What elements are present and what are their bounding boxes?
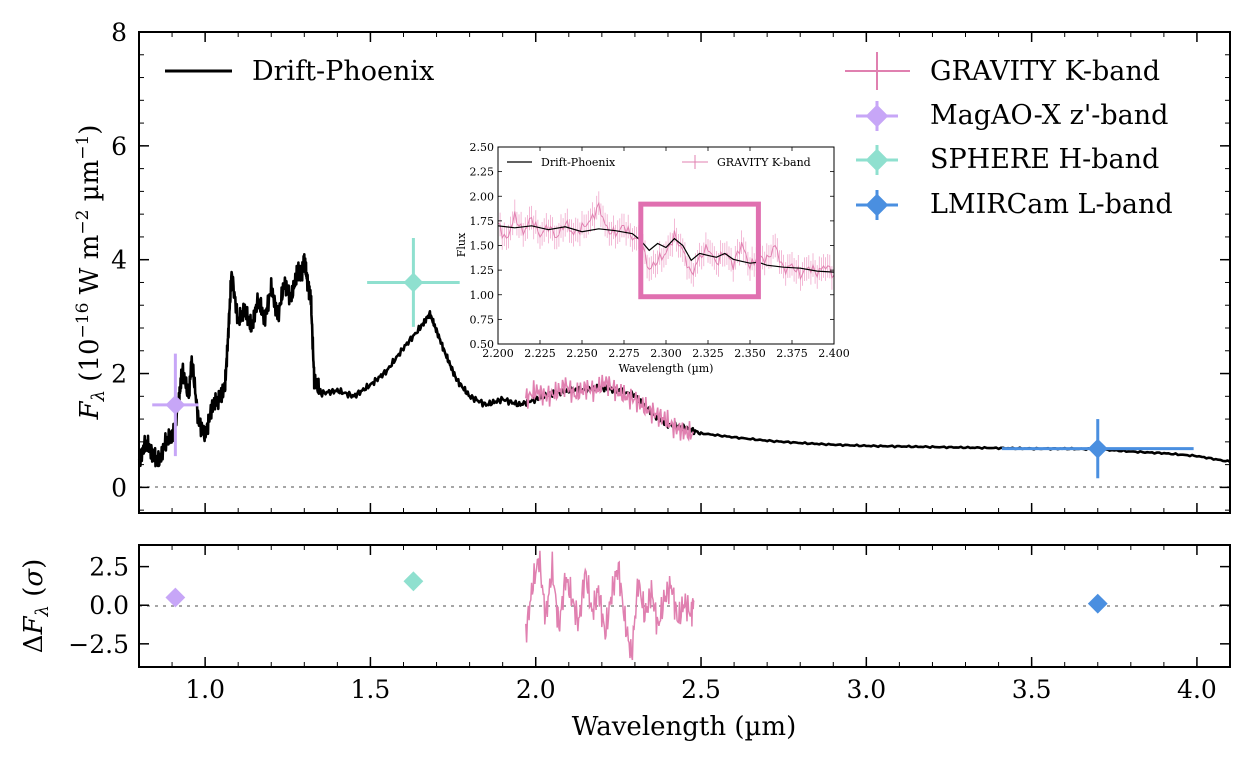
residual-x-axis-title: Wavelength (µm) [572,712,796,742]
inset-y-axis-title: Flux [455,232,468,257]
legend-lmircam-label: LMIRCam L-band [930,189,1173,220]
residual-xtick-label: 1.5 [351,675,391,704]
inset-gravity-line [497,201,835,281]
ylabel-exp1: −16 [73,303,93,339]
legend-gravity-marker [845,52,910,90]
inset-legend-drift-label: Drift-Phoenix [541,156,616,169]
legend-drift-phoenix-label: Drift-Phoenix [252,56,434,87]
drift-phoenix-model-line [137,253,1231,468]
residual-ytick-label: 2.5 [89,553,129,582]
residual-ytick-label: 0.0 [89,591,129,620]
res-ylabel-sigma: σ [19,568,49,587]
main-ytick-label: 4 [111,246,127,275]
legend-lmircam-marker [856,190,898,220]
photometry-point-1 [367,238,460,327]
inset-ytick-label: 1.50 [470,240,495,253]
ylabel-open: (10 [75,338,105,390]
residual-xtick-label: 2.5 [681,675,721,704]
photometry-point-0 [152,353,199,457]
res-ylabel-delta: Δ [19,635,49,654]
main-panel: 0 2 4 6 8 Fλ (10−16 W m−2 µm−1) Drift-Phoeni… [73,18,1231,514]
res-ylabel-open: ( [19,587,49,605]
inset-ytick-label: 2.25 [470,166,495,179]
legend-gravity-label: GRAVITY K-band [930,56,1160,87]
main-axes-frame [138,31,1231,514]
gravity-residual-line [525,550,695,661]
residual-point-2 [1087,593,1108,614]
inset-ytick-label: 0.50 [470,338,495,351]
legend-magaox-marker [856,101,898,131]
legend-sphere-marker [856,145,898,175]
main-y-axis-title: Fλ (10−16 W m−2 µm−1) [73,125,109,421]
residual-xtick-label: 4.0 [1177,675,1217,704]
photometry-marker [1087,438,1108,459]
inset-ytick-label: 1.25 [470,264,495,277]
residual-point-0 [165,587,186,608]
main-ytick-label: 6 [111,132,127,161]
inset-plot-area [497,191,835,300]
inset-xtick-label: 2.225 [524,347,556,360]
residual-plot-area [165,550,1108,661]
residual-xtick-label: 3.0 [846,675,886,704]
inset-panel: 2.200 2.225 2.250 2.275 2.300 2.325 2.350 2.375… [455,141,850,375]
ylabel-sub: λ [88,390,109,402]
ylabel-exp2: −2 [73,210,93,235]
residual-panel: 1.0 1.5 2.0 2.5 3.0 3.5 4.0 2.5 0.0 −2.5 ΔFλ (σ)… [19,544,1231,742]
legend-sphere-label: SPHERE H-band [930,144,1159,175]
photometry-point-2 [1001,419,1194,479]
inset-model-line [497,225,835,273]
residual-xtick-label: 1.0 [185,675,225,704]
inset-legend: Drift-Phoenix GRAVITY K-band [507,155,811,169]
main-plot-area [137,238,1231,479]
inset-ytick-label: 2.50 [470,141,495,154]
inset-x-ticks: 2.200 2.225 2.250 2.275 2.300 2.325 2.350 2.375… [482,147,850,360]
residual-xtick-label: 3.5 [1012,675,1052,704]
inset-legend-gravity-label: GRAVITY K-band [717,156,811,169]
inset-xtick-label: 2.350 [734,347,766,360]
residual-x-ticks: 1.0 1.5 2.0 2.5 3.0 3.5 4.0 [138,545,1217,704]
inset-xtick-label: 2.275 [608,347,640,360]
inset-xtick-label: 2.325 [692,347,724,360]
inset-xtick-label: 2.300 [650,347,682,360]
residual-xtick-label: 2.0 [516,675,556,704]
inset-legend-gravity-marker [682,155,708,169]
inset-x-axis-title: Wavelength (µm) [619,362,714,375]
residual-y-axis-title: ΔFλ (σ) [19,559,53,654]
ylabel-mid: W m [75,235,105,303]
res-ylabel-sub: λ [32,605,53,617]
main-ytick-label: 8 [111,18,127,47]
legend-magaox-label: MagAO-X z'-band [930,100,1168,131]
photometry-marker [165,394,186,415]
inset-ytick-label: 1.75 [470,215,495,228]
main-ytick-label: 0 [111,473,127,502]
ylabel-um: µm [75,160,105,210]
ylabel-exp3: −1 [73,135,93,160]
inset-ytick-label: 2.00 [470,190,495,203]
inset-axes-frame [497,146,835,345]
residual-axes-frame [138,544,1231,668]
residual-point-1 [403,571,424,592]
gravity-k-band-spectrum [525,374,695,442]
residual-ytick-label: −2.5 [68,630,129,659]
inset-ytick-label: 0.75 [470,313,495,326]
main-legend-left: Drift-Phoenix [165,56,434,87]
main-ytick-label: 2 [111,360,127,389]
res-ylabel-symbol: F [19,616,49,636]
ylabel-symbol: F [75,400,105,420]
inset-highlight-box [638,201,761,300]
inset-ytick-label: 1.00 [470,289,495,302]
ylabel-close: ) [75,125,105,135]
photometry-marker [403,272,424,293]
res-ylabel-close: ) [19,559,49,569]
residual-y-ticks: 2.5 0.0 −2.5 [68,553,1230,659]
inset-xtick-label: 2.375 [776,347,808,360]
inset-xtick-label: 2.400 [818,347,850,360]
inset-xtick-label: 2.200 [482,347,514,360]
main-legend-right: GRAVITY K-band MagAO-X z'-band SPHERE H-… [845,52,1173,220]
inset-xtick-label: 2.250 [566,347,598,360]
inset-y-ticks: 0.50 0.75 1.00 1.25 1.50 1.75 2.00 2.25 2.50 [470,141,834,351]
